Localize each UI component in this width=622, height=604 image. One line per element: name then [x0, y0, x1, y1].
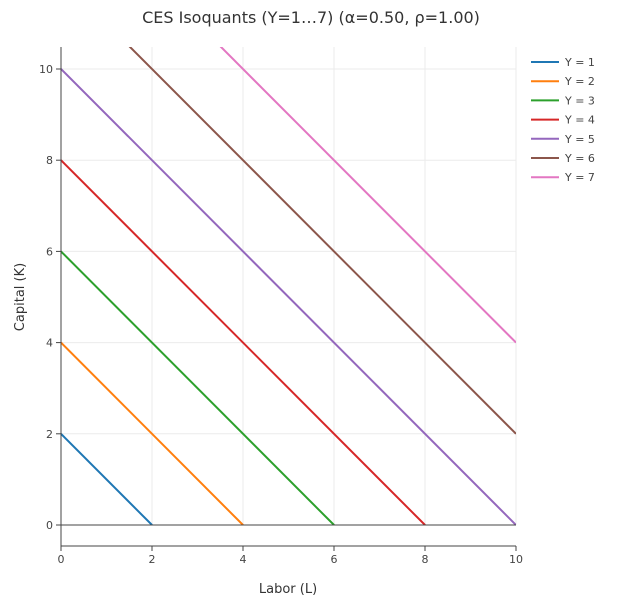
y-tick-label-0: 0: [46, 519, 53, 532]
legend-item-y2[interactable]: Y = 2: [531, 75, 595, 88]
legend-label-y1: Y = 1: [564, 56, 595, 69]
legend-item-y7[interactable]: Y = 7: [531, 171, 595, 184]
legend[interactable]: Y = 1 Y = 2 Y = 3 Y = 4 Y = 5 Y = 6 Y = 7: [531, 56, 595, 184]
x-tick-label-6: 6: [331, 553, 338, 566]
chart-title: CES Isoquants (Y=1…7) (α=0.50, ρ=1.00): [142, 8, 480, 27]
legend-label-y2: Y = 2: [564, 75, 595, 88]
legend-label-y4: Y = 4: [564, 114, 595, 127]
legend-label-y3: Y = 3: [564, 94, 595, 107]
series-line-y6: [128, 47, 516, 435]
x-tick-label-2: 2: [149, 553, 156, 566]
x-tick-label-0: 0: [58, 553, 65, 566]
y-tick-label-8: 8: [46, 154, 53, 167]
x-tick-label-4: 4: [240, 553, 247, 566]
x-tick-label-10: 10: [509, 553, 523, 566]
y-tick-label-4: 4: [46, 337, 53, 350]
axes-layer: 0 2 4 6 8 10 0 2 4 6 8 10: [39, 47, 523, 566]
legend-item-y5[interactable]: Y = 5: [531, 133, 595, 146]
legend-label-y7: Y = 7: [564, 171, 595, 184]
legend-item-y4[interactable]: Y = 4: [531, 114, 595, 127]
series-line-y1: [61, 433, 153, 525]
series-line-y7: [219, 47, 516, 344]
y-tick-label-10: 10: [39, 63, 53, 76]
legend-item-y6[interactable]: Y = 6: [531, 152, 595, 165]
legend-label-y5: Y = 5: [564, 133, 595, 146]
series-line-y2: [61, 341, 244, 525]
y-axis-title: Capital (K): [13, 263, 28, 331]
series-layer: [61, 47, 516, 525]
y-tick-label-2: 2: [46, 428, 53, 441]
legend-item-y3[interactable]: Y = 3: [531, 94, 595, 107]
series-line-y4: [61, 159, 426, 525]
series-line-y5: [61, 68, 516, 525]
x-axis-title: Labor (L): [259, 582, 317, 597]
series-line-y3: [61, 250, 335, 525]
x-tick-label-8: 8: [422, 553, 429, 566]
legend-label-y6: Y = 6: [564, 152, 595, 165]
grid-layer: [61, 47, 517, 525]
legend-item-y1[interactable]: Y = 1: [531, 56, 595, 69]
y-tick-label-6: 6: [46, 245, 53, 258]
